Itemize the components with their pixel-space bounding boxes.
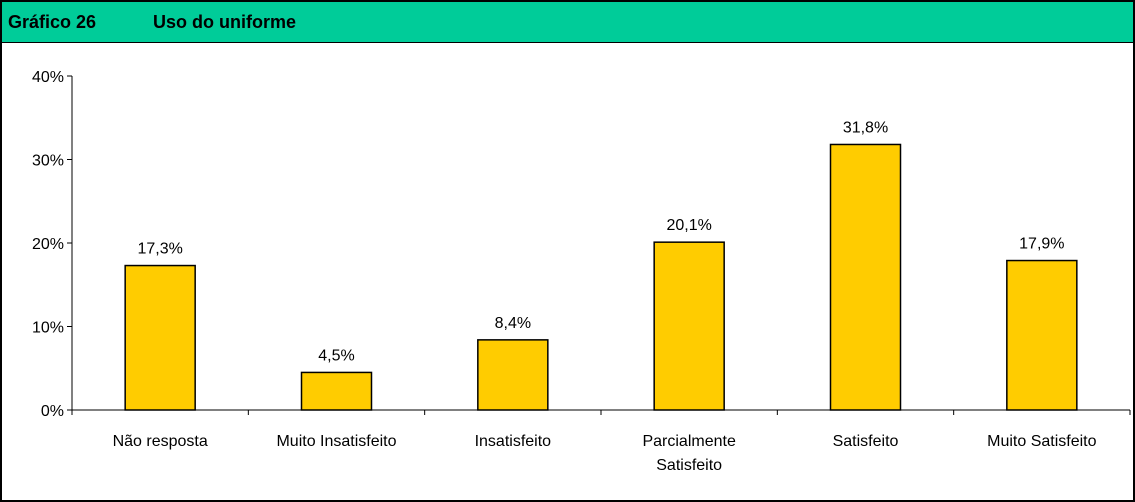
bar-value-label: 8,4% xyxy=(495,315,531,332)
bar xyxy=(829,143,902,411)
x-category-label: Insatisfeito xyxy=(475,433,552,450)
bar-value-label: 20,1% xyxy=(666,217,711,234)
chart-title: Uso do uniforme xyxy=(153,12,296,32)
bar xyxy=(1006,259,1078,411)
bar-value-label: 17,3% xyxy=(137,241,182,258)
y-tick-label: 10% xyxy=(32,320,64,337)
y-tick-label: 40% xyxy=(32,69,64,86)
x-category-label: Muito Insatisfeito xyxy=(276,433,396,450)
y-tick-label: 30% xyxy=(32,153,64,170)
x-category-label: Muito Satisfeito xyxy=(987,433,1096,450)
x-category-label: Satisfeito xyxy=(833,433,899,450)
bar xyxy=(653,241,725,411)
bar xyxy=(477,339,549,411)
y-tick-label: 0% xyxy=(41,403,64,420)
bar-value-label: 31,8% xyxy=(843,119,888,136)
bar xyxy=(124,264,196,411)
chart-number: Gráfico 26 xyxy=(8,12,97,32)
bar-value-label: 17,9% xyxy=(1019,236,1064,253)
x-category-label: Satisfeito xyxy=(656,457,722,474)
bar xyxy=(300,371,373,411)
bar-value-label: 4,5% xyxy=(318,347,354,364)
x-category-label: Parcialmente xyxy=(642,433,735,450)
y-tick-label: 20% xyxy=(32,236,64,253)
x-category-label: Não resposta xyxy=(113,433,208,450)
chart-header: Gráfico 26 Uso do uniforme xyxy=(2,2,1133,43)
